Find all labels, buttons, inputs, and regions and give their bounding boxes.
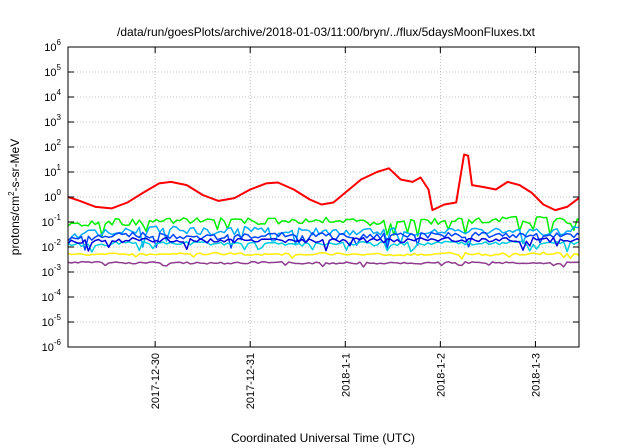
series-layer <box>68 153 579 268</box>
y-axis-label-base: protons/cm <box>8 196 22 255</box>
y-axis: 10-6 10-5 10-4 10-3 10-2 10-1 100 101 102 103 104 1… <box>42 38 579 354</box>
x-tick-label: 2017-12-31 <box>245 353 257 409</box>
chart-title: /data/run/goesPlots/archive/2018-01-03/1… <box>117 25 536 39</box>
series-line-8 <box>68 260 579 268</box>
x-tick-label: 2018-1-3 <box>530 353 542 397</box>
y-axis-label: protons/cm2-s-sr-MeV <box>7 139 22 255</box>
series-line-4 <box>68 231 579 251</box>
y-tick-label: 10-5 <box>42 313 62 329</box>
y-tick-label: 106 <box>44 38 61 54</box>
y-tick-label: 103 <box>44 113 61 129</box>
y-tick-label: 10-2 <box>42 238 62 254</box>
x-axis: 2017-12-30 2017-12-31 2018-1-1 2018-1-2 2018… <box>150 47 542 409</box>
y-tick-label: 10-3 <box>42 263 62 279</box>
x-tick-label: 2017-12-30 <box>150 353 162 409</box>
x-tick-label: 2018-1-2 <box>435 353 447 397</box>
grid-lines <box>68 47 579 347</box>
x-axis-label: Coordinated Universal Time (UTC) <box>231 431 415 445</box>
series-line-1 <box>68 153 579 212</box>
series-line-2 <box>68 215 579 237</box>
y-tick-label: 10-1 <box>42 213 62 229</box>
y-axis-label-rest: -s-sr-MeV <box>8 139 22 192</box>
y-tick-label: 105 <box>44 63 61 79</box>
y-tick-label: 104 <box>44 88 61 104</box>
y-tick-label: 10-6 <box>42 338 62 354</box>
series-line-6 <box>68 236 579 252</box>
y-axis-label-sup: 2 <box>7 191 16 196</box>
y-tick-label: 102 <box>44 138 61 154</box>
series-line-3 <box>68 225 579 248</box>
x-tick-label: 2018-1-1 <box>340 353 352 397</box>
y-tick-label: 100 <box>44 188 61 204</box>
series-line-5 <box>68 240 579 253</box>
y-tick-label: 10-4 <box>42 288 62 304</box>
y-tick-label: 101 <box>44 163 61 179</box>
series-line-7 <box>68 251 579 260</box>
